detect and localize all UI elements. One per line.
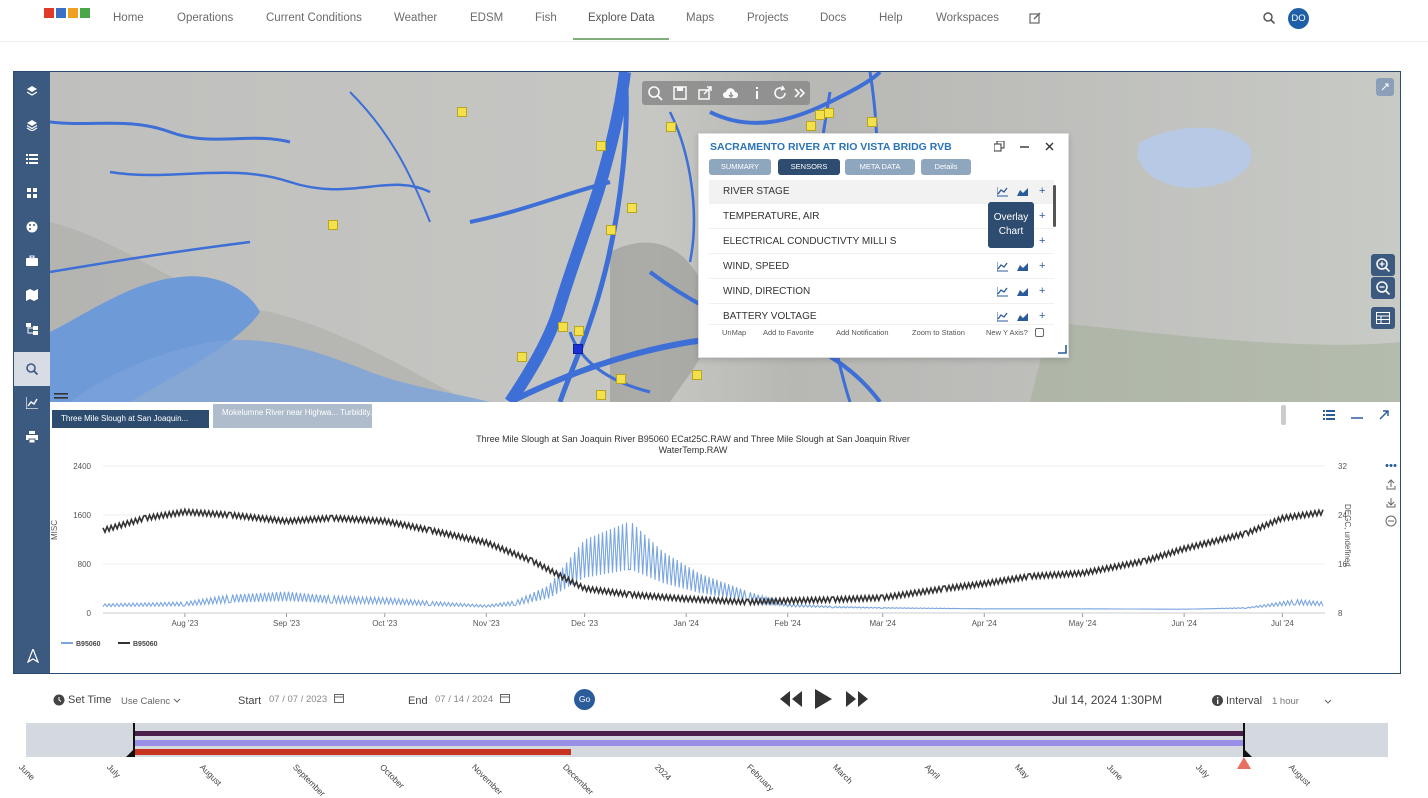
start-date-input[interactable]: 07 / 07 / 2023: [269, 694, 327, 705]
timeline-month-label: June: [1105, 762, 1125, 782]
x-tick-label: Oct '23: [372, 619, 398, 628]
y-axis-label: MISC: [50, 520, 59, 540]
calendar-icon[interactable]: [334, 693, 344, 703]
x-tick-label: Feb '24: [774, 619, 801, 628]
y-tick-label: 0: [87, 609, 92, 618]
timeline-month-label: October: [378, 762, 406, 790]
timeline-month-label: November: [470, 762, 505, 797]
timeline-month-label: July: [105, 762, 123, 780]
x-tick-label: Aug '23: [171, 619, 198, 628]
timeline-current-marker[interactable]: [1237, 757, 1251, 769]
timeline-month-label: June: [17, 762, 37, 782]
x-tick-label: May '24: [1069, 619, 1097, 628]
zoom-out-chart-icon[interactable]: [1385, 515, 1397, 527]
series-line: [103, 509, 1323, 604]
y2-axis-label: DEGC, undefined: [1343, 504, 1352, 567]
current-time-display: Jul 14, 2024 1:30PM: [1052, 693, 1162, 707]
chevron-down-icon: [173, 698, 181, 704]
play-icon[interactable]: [813, 688, 833, 710]
chevron-down-icon: [1324, 699, 1332, 705]
end-date-input[interactable]: 07 / 14 / 2024: [435, 694, 493, 705]
timeline-month-label: December: [561, 762, 596, 797]
x-tick-label: Sep '23: [273, 619, 300, 628]
go-button[interactable]: Go: [574, 689, 595, 710]
timeline-month-label: May: [1013, 762, 1031, 780]
x-tick-label: Jul '24: [1271, 619, 1294, 628]
fast-forward-icon[interactable]: [844, 689, 870, 709]
more-options-icon[interactable]: [1385, 463, 1397, 468]
x-tick-label: Jan '24: [673, 619, 699, 628]
x-tick-label: Nov '23: [473, 619, 500, 628]
interval-label: Interval: [1226, 695, 1262, 707]
end-label: End: [408, 695, 428, 707]
export-icon[interactable]: [1386, 479, 1396, 490]
legend-label: B95060: [133, 641, 158, 648]
timeline-month-label: 2024: [653, 762, 673, 782]
interval-select[interactable]: 1 hour: [1272, 696, 1299, 707]
rewind-icon[interactable]: [778, 689, 804, 709]
download-icon[interactable]: [1386, 497, 1396, 508]
timeline-month-label: February: [745, 762, 776, 793]
set-time-label: Set Time: [68, 694, 111, 706]
x-tick-label: Jun '24: [1171, 619, 1197, 628]
clock-icon: [53, 694, 65, 706]
calendar-icon[interactable]: [500, 693, 510, 703]
series-line: [103, 523, 1323, 610]
x-tick-label: Mar '24: [870, 619, 897, 628]
y-tick-label: 1600: [73, 511, 91, 520]
start-label: Start: [238, 695, 261, 707]
timeline-month-label: March: [831, 762, 855, 786]
timeline-month-label: July: [1194, 762, 1212, 780]
x-tick-label: Apr '24: [972, 619, 998, 628]
x-tick-label: Dec '23: [571, 619, 598, 628]
timeline-track[interactable]: [26, 723, 1388, 757]
calendar-select[interactable]: Use Calenc: [121, 696, 170, 707]
info-icon: [1212, 695, 1223, 706]
y2-tick-label: 32: [1338, 462, 1347, 471]
timeline-month-label: September: [291, 762, 327, 798]
legend-label: B95060: [76, 641, 101, 648]
timeline-bars: [26, 723, 1388, 757]
timeline-month-label: April: [923, 762, 942, 781]
y2-tick-label: 8: [1338, 609, 1343, 618]
y-tick-label: 2400: [73, 462, 91, 471]
y-tick-label: 800: [78, 560, 92, 569]
